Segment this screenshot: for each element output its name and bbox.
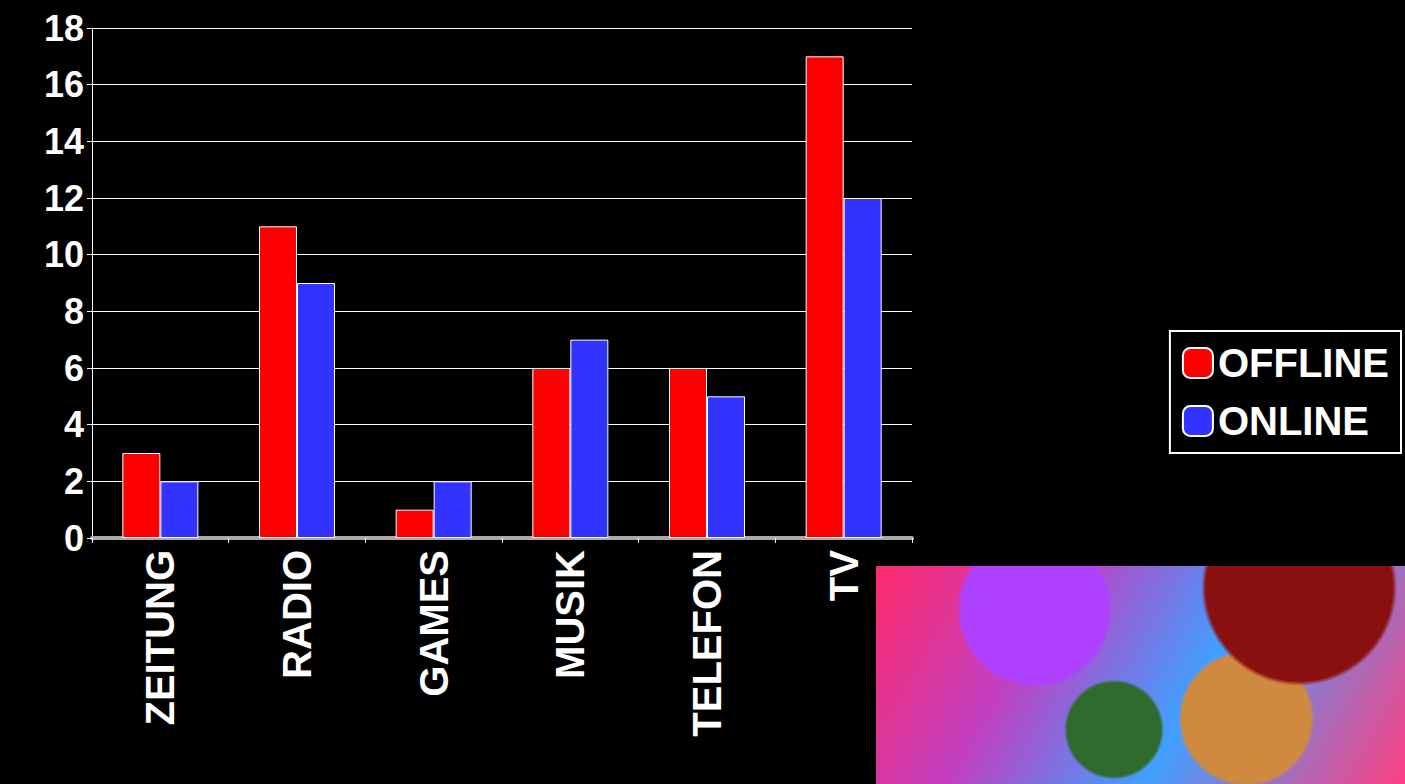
svg-text:18: 18 — [44, 8, 84, 49]
svg-text:2: 2 — [64, 461, 84, 502]
svg-text:8: 8 — [64, 291, 84, 332]
svg-text:TV: TV — [822, 550, 866, 601]
svg-text:GAMES: GAMES — [412, 550, 456, 697]
svg-text:TELEFON: TELEFON — [685, 550, 729, 737]
svg-text:ZEITUNG: ZEITUNG — [138, 550, 182, 726]
svg-text:MUSIK: MUSIK — [548, 550, 592, 679]
svg-text:ONLINE: ONLINE — [1218, 399, 1369, 443]
svg-text:10: 10 — [44, 234, 84, 275]
svg-text:0: 0 — [64, 518, 84, 559]
svg-text:14: 14 — [44, 121, 84, 162]
svg-text:6: 6 — [64, 348, 84, 389]
svg-text:16: 16 — [44, 64, 84, 105]
svg-text:4: 4 — [64, 404, 84, 445]
svg-text:RADIO: RADIO — [275, 550, 319, 679]
svg-text:OFFLINE: OFFLINE — [1218, 341, 1389, 385]
svg-text:12: 12 — [44, 178, 84, 219]
